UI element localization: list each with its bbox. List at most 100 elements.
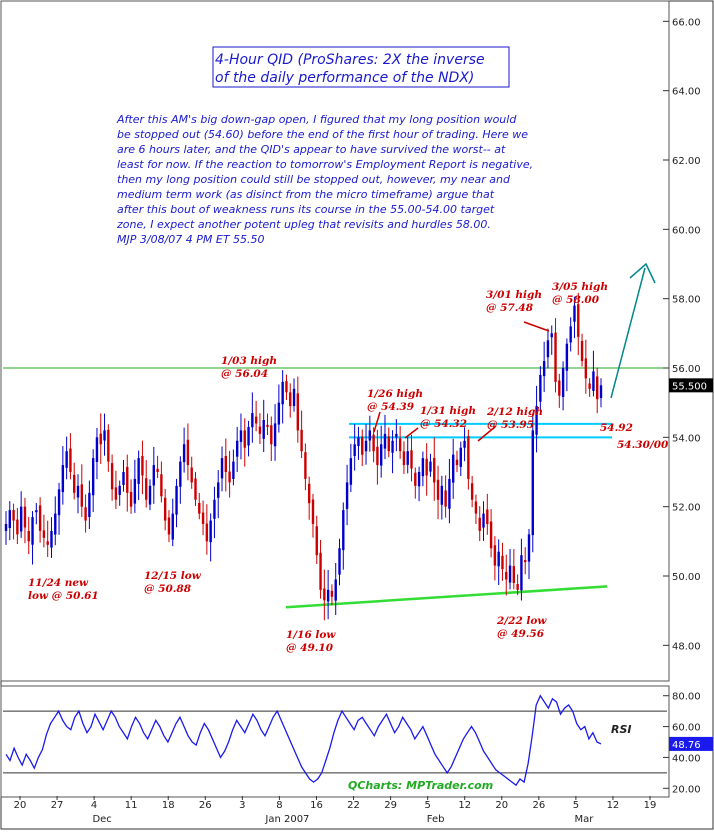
candle-body	[54, 513, 57, 535]
commentary-line: be stopped out (54.60) before the end of…	[117, 128, 528, 141]
rsi-last-box	[669, 736, 713, 751]
candle-body	[80, 484, 83, 507]
candle-body	[524, 560, 527, 563]
candle-body	[182, 444, 186, 463]
candle-body	[463, 440, 466, 448]
rsi-y-tick-label: 40.00	[672, 753, 701, 764]
x-tick-label: 20	[14, 800, 27, 811]
annotation-label: 2/12 high	[486, 406, 543, 418]
candle-body	[110, 463, 114, 490]
annotation-label: 54.92	[600, 422, 633, 434]
candle-body	[281, 381, 284, 405]
candle-body	[69, 448, 72, 472]
annotation-label: @ 56.04	[221, 368, 268, 380]
x-month-label: Feb	[427, 814, 445, 825]
candle-body	[217, 482, 220, 498]
candle-body	[425, 458, 428, 476]
candle-body	[16, 519, 19, 535]
candle-body	[8, 510, 11, 528]
annotation-label: 54.30/00	[617, 439, 669, 451]
candle-body	[205, 523, 209, 542]
candle-body	[414, 472, 417, 486]
candle-body	[91, 458, 95, 496]
candle-body	[599, 385, 603, 399]
candle-body	[330, 590, 334, 597]
candle-body	[527, 534, 531, 562]
candle-body	[179, 461, 182, 487]
chart-title-line2: of the daily performance of the NDX)	[215, 70, 474, 86]
candle-body	[584, 358, 588, 379]
annotation-label: 1/31 high	[420, 405, 476, 417]
candle-body	[95, 437, 99, 462]
annotation-label: @ 50.88	[144, 583, 192, 595]
x-month-label: Mar	[574, 814, 594, 825]
rsi-y-tick-label: 60.00	[672, 723, 701, 734]
annotation-label: 3/01 high	[486, 289, 542, 301]
candle-body	[42, 530, 46, 538]
candle-body	[474, 501, 478, 514]
candle-body	[448, 478, 451, 509]
y-tick-label: 50.00	[672, 572, 701, 583]
candle-body	[573, 305, 576, 322]
annotation-pointer	[523, 321, 550, 332]
x-tick-label: 20	[495, 800, 508, 811]
y-tick-label: 62.00	[672, 156, 701, 167]
candle-body	[171, 513, 174, 540]
candle-body	[228, 471, 231, 483]
annotation-label: 2/22 low	[496, 615, 547, 627]
commentary-line: are 6 hours later, and the QID's appear …	[117, 143, 506, 156]
candle-body	[342, 510, 345, 551]
candle-body	[156, 468, 159, 472]
candle-body	[35, 510, 38, 513]
x-tick-label: 5	[424, 800, 430, 811]
candle-body	[467, 436, 470, 479]
candle-body	[38, 505, 42, 531]
rsi-line	[5, 694, 602, 787]
candle-body	[126, 466, 129, 493]
candle-body	[505, 571, 508, 580]
rsi-legend-label: RSI	[611, 723, 632, 736]
candle-body	[398, 438, 402, 452]
annotation-label: 1/16 low	[286, 629, 336, 641]
candle-body	[520, 555, 523, 591]
candle-body	[580, 341, 584, 362]
y-tick-label: 64.00	[672, 87, 701, 98]
commentary-line: MJP 3/08/07 4 PM ET 55.50	[117, 233, 265, 246]
annotation-label: 12/15 low	[144, 570, 202, 582]
candle-body	[421, 458, 425, 477]
candle-body	[137, 458, 140, 484]
annotation-pointer	[477, 425, 497, 442]
x-tick-label: 26	[199, 800, 212, 811]
candle-body	[258, 426, 262, 434]
candle-body	[433, 458, 436, 483]
candle-body	[23, 506, 27, 528]
candle-body	[588, 383, 591, 389]
candle-body	[345, 482, 349, 509]
candle-body	[402, 451, 406, 466]
candle-body	[292, 388, 296, 407]
rsi-last-label: 48.76	[672, 740, 701, 751]
annotation-label: @ 49.56	[497, 628, 545, 640]
candles	[4, 292, 603, 621]
candle-body	[160, 474, 163, 497]
y-tick-label: 56.00	[672, 364, 701, 375]
candle-body	[429, 461, 432, 472]
annotation-label: @ 54.32	[420, 418, 467, 430]
candle-body	[550, 333, 553, 338]
candle-body	[372, 434, 375, 452]
candle-body	[243, 430, 246, 448]
candle-body	[129, 491, 133, 507]
x-tick-label: 12	[458, 800, 471, 811]
y-tick-label: 60.00	[672, 225, 701, 236]
candle-body	[186, 439, 190, 466]
candle-body	[99, 433, 102, 445]
candle-body	[338, 548, 341, 575]
commentary-line: After this AM's big down-gap open, I fig…	[116, 113, 517, 126]
annotation-label: 11/24 new	[28, 577, 89, 589]
x-tick-label: 19	[644, 800, 657, 811]
candle-body	[315, 526, 318, 556]
annotation-label: @ 53.95	[487, 419, 534, 431]
x-tick-label: 3	[239, 800, 245, 811]
candle-body	[148, 485, 152, 505]
candle-body	[235, 440, 239, 457]
